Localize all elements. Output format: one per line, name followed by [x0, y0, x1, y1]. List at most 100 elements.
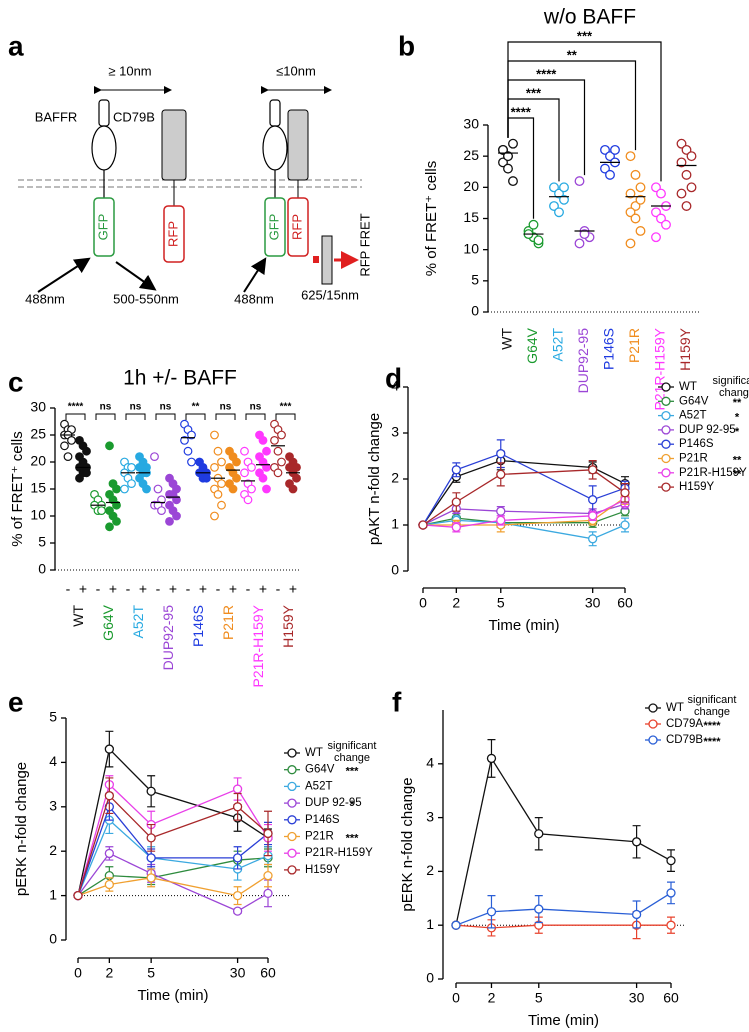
y-axis-label: % of FRET⁺ cells — [9, 431, 26, 546]
significance-header: change — [334, 752, 370, 764]
data-point — [631, 837, 642, 847]
legend-label: P21R-H159Y — [679, 467, 747, 479]
significance-header: significant — [688, 694, 737, 706]
legend-label: WT — [666, 702, 684, 714]
data-point — [150, 452, 159, 462]
data-point — [187, 457, 196, 467]
distance-label: ≥ 10nm — [108, 63, 151, 78]
data-point — [554, 207, 564, 218]
data-point — [574, 238, 585, 249]
data-point — [180, 436, 189, 445]
significance-label: ns — [100, 402, 112, 413]
significance-bracket — [245, 413, 266, 420]
legend-label: DUP 92-95 — [679, 424, 736, 436]
y-tick-label: 4 — [49, 753, 57, 769]
y-tick-label: 0 — [391, 562, 399, 578]
data-point — [262, 484, 271, 494]
x-tick-label: 30 — [585, 595, 601, 611]
legend-marker — [648, 703, 658, 713]
data-point — [202, 473, 211, 483]
y-axis-label: pERK n-fold change — [399, 777, 416, 911]
significance-label: *** — [346, 766, 360, 778]
data-point — [676, 138, 687, 149]
data-point — [651, 232, 661, 243]
significance-bracket — [507, 41, 662, 182]
data-point — [157, 506, 166, 516]
data-point — [172, 495, 181, 505]
excitation-arrow — [37, 257, 91, 293]
y-tick-label: 3 — [391, 424, 399, 440]
data-point — [681, 144, 692, 155]
significance-bracket — [155, 413, 176, 420]
data-point — [105, 522, 114, 532]
condition-label: + — [229, 581, 237, 597]
chart-title: w/o BAFF — [543, 6, 636, 29]
data-point — [217, 500, 226, 510]
significance-bracket — [125, 413, 146, 420]
y-tick-label: 4 — [426, 755, 434, 771]
legend-marker — [661, 482, 671, 492]
gfp-label: GFP — [95, 214, 110, 241]
category-label: A52T — [130, 605, 146, 639]
data-point — [112, 517, 121, 526]
legend-marker — [287, 781, 297, 792]
data-point — [600, 163, 610, 174]
data-point — [187, 430, 196, 440]
y-tick-label: 0 — [471, 303, 479, 319]
y-tick-label: 10 — [30, 507, 46, 523]
legend-label: A52T — [305, 780, 333, 792]
legend-marker — [661, 468, 671, 478]
baffr-right — [262, 99, 288, 198]
y-tick-label: 4 — [391, 378, 399, 394]
significance-header: change — [694, 706, 730, 718]
rfp-label: RFP — [289, 214, 304, 240]
y-tick-label: 2 — [391, 470, 399, 486]
data-point — [263, 870, 273, 881]
significance-header: change — [719, 387, 749, 399]
y-tick-label: 20 — [30, 453, 46, 469]
data-point — [120, 484, 129, 494]
category-label: DUP92-95 — [575, 328, 591, 394]
data-point — [656, 213, 666, 224]
data-point — [75, 473, 84, 483]
data-point — [146, 833, 156, 843]
data-point — [288, 484, 298, 494]
data-point — [498, 144, 508, 155]
significance-bracket — [507, 79, 586, 176]
significance-label: ns — [250, 402, 262, 413]
legend-marker — [661, 382, 671, 392]
data-point — [240, 468, 249, 478]
category-label: P146S — [190, 605, 206, 647]
significance-label: **** — [511, 104, 532, 119]
data-point — [112, 500, 121, 510]
data-point — [635, 194, 646, 205]
x-tick-label: 2 — [488, 990, 496, 1006]
rfp-label: RFP — [165, 221, 180, 247]
condition-label: - — [216, 581, 221, 597]
data-point — [651, 207, 661, 218]
data-point — [620, 488, 630, 498]
data-point — [620, 520, 630, 530]
emission-arrow — [115, 261, 157, 291]
data-point — [631, 909, 642, 920]
category-label: G64V — [524, 327, 540, 363]
y-tick-label: 25 — [463, 147, 479, 163]
legend-marker — [287, 848, 297, 858]
x-tick-label: 30 — [230, 965, 246, 981]
y-tick-label: 0 — [49, 931, 57, 947]
data-point — [533, 235, 544, 246]
baffr-left — [91, 99, 117, 198]
data-point — [503, 151, 513, 162]
excitation-arrow — [243, 257, 267, 293]
x-tick-label: 0 — [74, 965, 82, 981]
data-point — [210, 463, 219, 472]
data-point — [666, 920, 676, 930]
data-point — [496, 469, 506, 480]
data-point — [498, 157, 508, 168]
data-point — [97, 506, 106, 516]
data-point — [588, 495, 598, 505]
condition-label: - — [126, 581, 131, 597]
data-point — [210, 511, 219, 521]
category-label: A52T — [550, 328, 566, 362]
condition-label: + — [289, 581, 297, 597]
